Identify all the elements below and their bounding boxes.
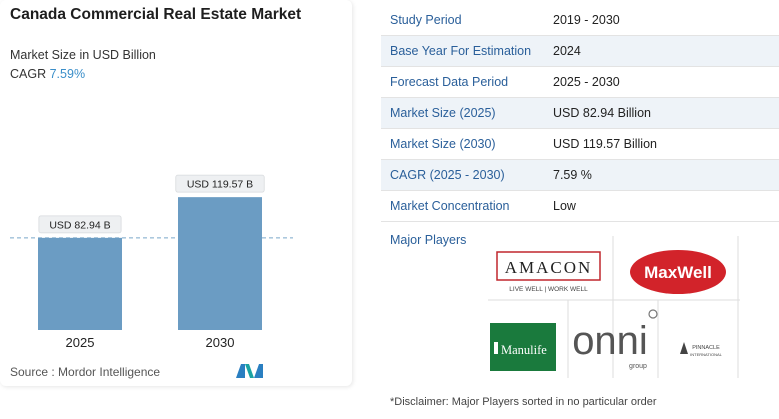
chart-title: Canada Commercial Real Estate Market: [10, 6, 302, 23]
row-key: CAGR (2025 - 2030): [390, 168, 505, 182]
major-players-label: Major Players: [390, 233, 467, 247]
onni-name: onni: [572, 319, 648, 363]
data-label-box: [38, 215, 122, 234]
onni-logo: onni group: [572, 309, 658, 370]
row-value: 2024: [553, 44, 581, 58]
row-value: 2019 - 2030: [553, 13, 620, 27]
row-key: Forecast Data Period: [390, 75, 509, 89]
major-players-logos: AMACON LIVE WELL | WORK WELL MaxWell Man…: [488, 236, 740, 378]
disclaimer-text: *Disclaimer: Major Players sorted in no …: [390, 396, 657, 408]
cagr-line: CAGR 7.59%: [10, 67, 85, 81]
chart-subtitle: Market Size in USD Billion: [10, 48, 156, 62]
source-text: Source : Mordor Intelligence: [10, 365, 161, 379]
amacon-logo: AMACON LIVE WELL | WORK WELL: [496, 251, 601, 293]
table-row: Market Size (2025) USD 82.94 Billion: [381, 98, 779, 129]
table-row: Market Size (2030) USD 119.57 Billion: [381, 129, 779, 160]
row-key: Market Size (2025): [390, 106, 496, 120]
pinnacle-sub: INTERNATIONAL: [690, 352, 722, 357]
chart-card: Canada Commercial Real Estate Market Mar…: [0, 0, 352, 386]
summary-table: Study Period 2019 - 2030 Base Year For E…: [381, 5, 779, 222]
table-row: Base Year For Estimation 2024: [381, 36, 779, 67]
amacon-name: AMACON: [505, 258, 593, 277]
onni-sub: group: [629, 363, 647, 370]
row-value: USD 119.57 Billion: [553, 137, 657, 151]
table-row: CAGR (2025 - 2030) 7.59 %: [381, 160, 779, 191]
row-value: 7.59 %: [553, 168, 592, 182]
maxwell-name: MaxWell: [644, 263, 712, 282]
table-row: Study Period 2019 - 2030: [381, 5, 779, 36]
table-row: Forecast Data Period 2025 - 2030: [381, 67, 779, 98]
table-row: Market Concentration Low: [381, 191, 779, 222]
pinnacle-name: PINNACLE: [692, 345, 720, 351]
x-tick-label: 2030: [206, 335, 235, 350]
data-label-box: [175, 174, 265, 193]
row-value: USD 82.94 Billion: [553, 106, 651, 120]
row-key: Market Concentration: [390, 199, 510, 213]
manulife-name: Manulife: [501, 343, 547, 357]
amacon-tagline: LIVE WELL | WORK WELL: [509, 286, 588, 293]
row-key: Study Period: [390, 13, 462, 27]
bar: [178, 197, 262, 330]
x-tick-label: 2025: [66, 335, 95, 350]
pinnacle-logo: PINNACLE INTERNATIONAL: [680, 342, 723, 357]
cagr-value: 7.59%: [49, 67, 86, 81]
manulife-logo: Manulife: [490, 323, 556, 371]
data-label: USD 82.94 B: [49, 219, 110, 231]
row-value: Low: [553, 199, 576, 213]
bar-chart: USD 82.94 B 2025 USD 119.57 B 2030: [10, 174, 293, 350]
mordor-logo-icon: [236, 364, 263, 378]
maxwell-logo: MaxWell: [630, 250, 726, 294]
row-key: Market Size (2030): [390, 137, 496, 151]
row-value: 2025 - 2030: [553, 75, 620, 89]
cagr-label: CAGR: [10, 67, 47, 81]
bar: [38, 237, 122, 330]
data-label: USD 119.57 B: [187, 179, 253, 191]
row-key: Base Year For Estimation: [390, 44, 532, 58]
